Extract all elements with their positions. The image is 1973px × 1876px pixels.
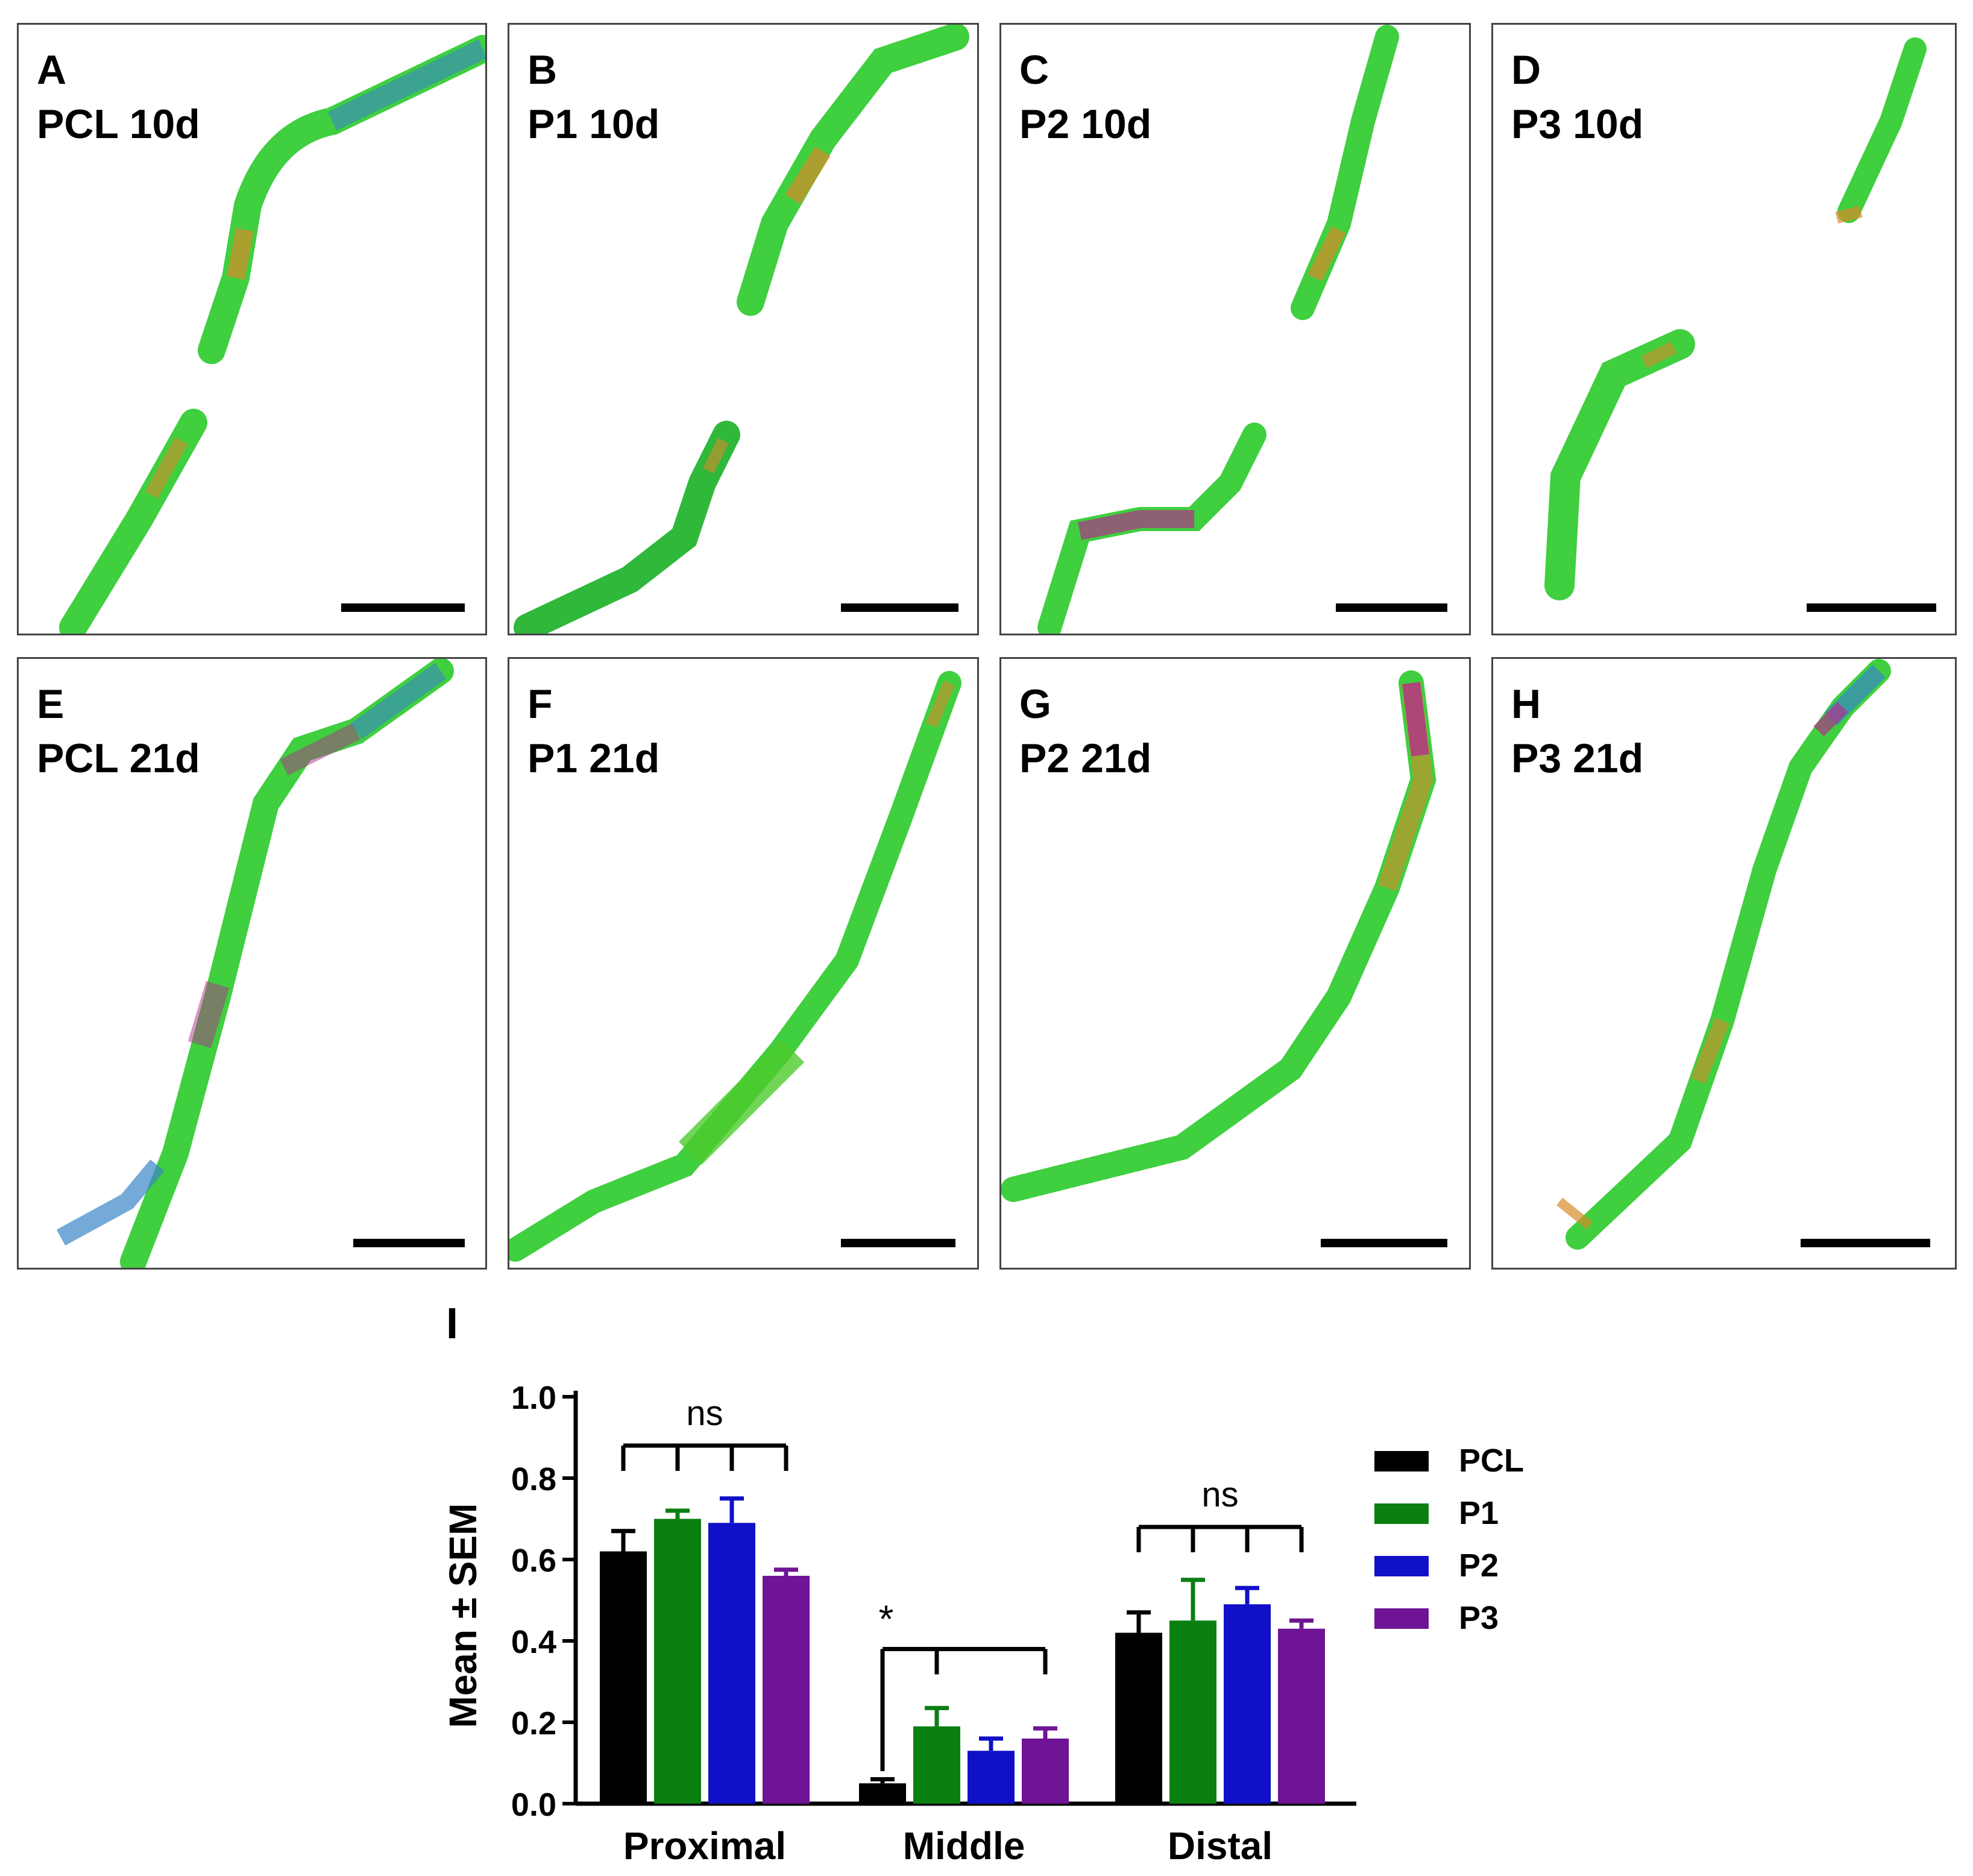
scale-bar [353, 1239, 465, 1247]
y-tick-label: 0.4 [511, 1624, 556, 1660]
panel-c: C P2 10d [999, 23, 1471, 635]
panel-label: C P2 10d [1019, 47, 1152, 147]
legend-swatch-pcl [1374, 1451, 1429, 1472]
bar-p3-middle [1022, 1739, 1069, 1804]
bar-p2-distal [1224, 1604, 1271, 1804]
legend-label: P1 [1459, 1495, 1499, 1531]
significance-label: * [879, 1597, 894, 1641]
scale-bar [1801, 1239, 1930, 1247]
panel-label: A PCL 10d [37, 47, 200, 147]
chart-layer: 0.0 0.2 0.4 0.6 0.8 1.0 Proximal ns Middle * Dista… [511, 1380, 1524, 1868]
y-tick-label: 1.0 [511, 1380, 556, 1416]
legend-label: P2 [1459, 1547, 1499, 1584]
panel-label: G P2 21d [1019, 681, 1152, 781]
scale-bar [841, 603, 958, 612]
fiber-tract-image [59, 35, 485, 634]
scale-bar [841, 1239, 955, 1247]
significance-label: ns [686, 1394, 723, 1433]
panel-label: E PCL 21d [37, 681, 200, 781]
y-tick-label: 0.2 [511, 1705, 556, 1742]
bar-pcl-proximal [600, 1551, 647, 1804]
panel-d: D P3 10d [1491, 23, 1957, 635]
fiber-tract-image [1544, 37, 1927, 600]
bar-p1-middle [913, 1726, 960, 1804]
significance-label: ns [1201, 1475, 1238, 1514]
y-tick-label: 0.8 [511, 1461, 556, 1497]
panel-h: H P3 21d [1491, 657, 1957, 1270]
fiber-tract-image [1556, 659, 1891, 1250]
legend-swatch-p1 [1374, 1503, 1429, 1524]
bar-p3-distal [1278, 1628, 1325, 1804]
panel-a: A PCL 10d [17, 23, 487, 635]
bar-p1-distal [1169, 1620, 1216, 1804]
panel-g: G P2 21d [999, 657, 1471, 1270]
y-tick-label: 0.6 [511, 1543, 556, 1579]
scale-bar [1336, 603, 1447, 612]
x-tick-label: Proximal [623, 1824, 786, 1868]
y-tick-label: 0.0 [511, 1787, 556, 1823]
panel-f: F P1 21d [508, 657, 979, 1270]
fiber-tract-image [514, 25, 969, 634]
fiber-tract-image [56, 659, 454, 1268]
x-tick-label: Middle [903, 1824, 1025, 1868]
bar-p1-proximal [654, 1519, 701, 1804]
scale-bar [1321, 1239, 1447, 1247]
panel-label: H P3 21d [1511, 681, 1644, 781]
fiber-tract-image [509, 671, 961, 1262]
x-tick-label: Distal [1168, 1824, 1273, 1868]
bar-pcl-middle [859, 1783, 906, 1804]
chart-panel-letter: I [446, 1300, 458, 1348]
panel-label: D P3 10d [1511, 47, 1644, 147]
legend-label: PCL [1459, 1443, 1524, 1479]
fiber-tract-image [1001, 670, 1436, 1202]
legend-swatch-p3 [1374, 1608, 1429, 1629]
fiber-tract-image [1037, 25, 1399, 634]
scale-bar [341, 603, 465, 612]
bar-p2-proximal [708, 1523, 755, 1804]
scale-bar [1807, 603, 1936, 612]
panel-b: B P1 10d [508, 23, 979, 635]
panel-e: E PCL 21d [17, 657, 487, 1270]
y-axis-label: Mean ± SEM [441, 1503, 485, 1728]
bar-chart: I 0.0 0.2 0.4 0.6 0.8 1.0 Proximal ns Middle * Dis… [441, 1300, 1524, 1868]
bar-p3-proximal [763, 1576, 810, 1804]
bar-pcl-distal [1115, 1632, 1162, 1804]
legend-label: P3 [1459, 1600, 1499, 1636]
bar-p2-middle [968, 1751, 1015, 1804]
panel-label: B P1 10d [527, 47, 660, 147]
panel-label: F P1 21d [527, 681, 660, 781]
legend-swatch-p2 [1374, 1556, 1429, 1576]
